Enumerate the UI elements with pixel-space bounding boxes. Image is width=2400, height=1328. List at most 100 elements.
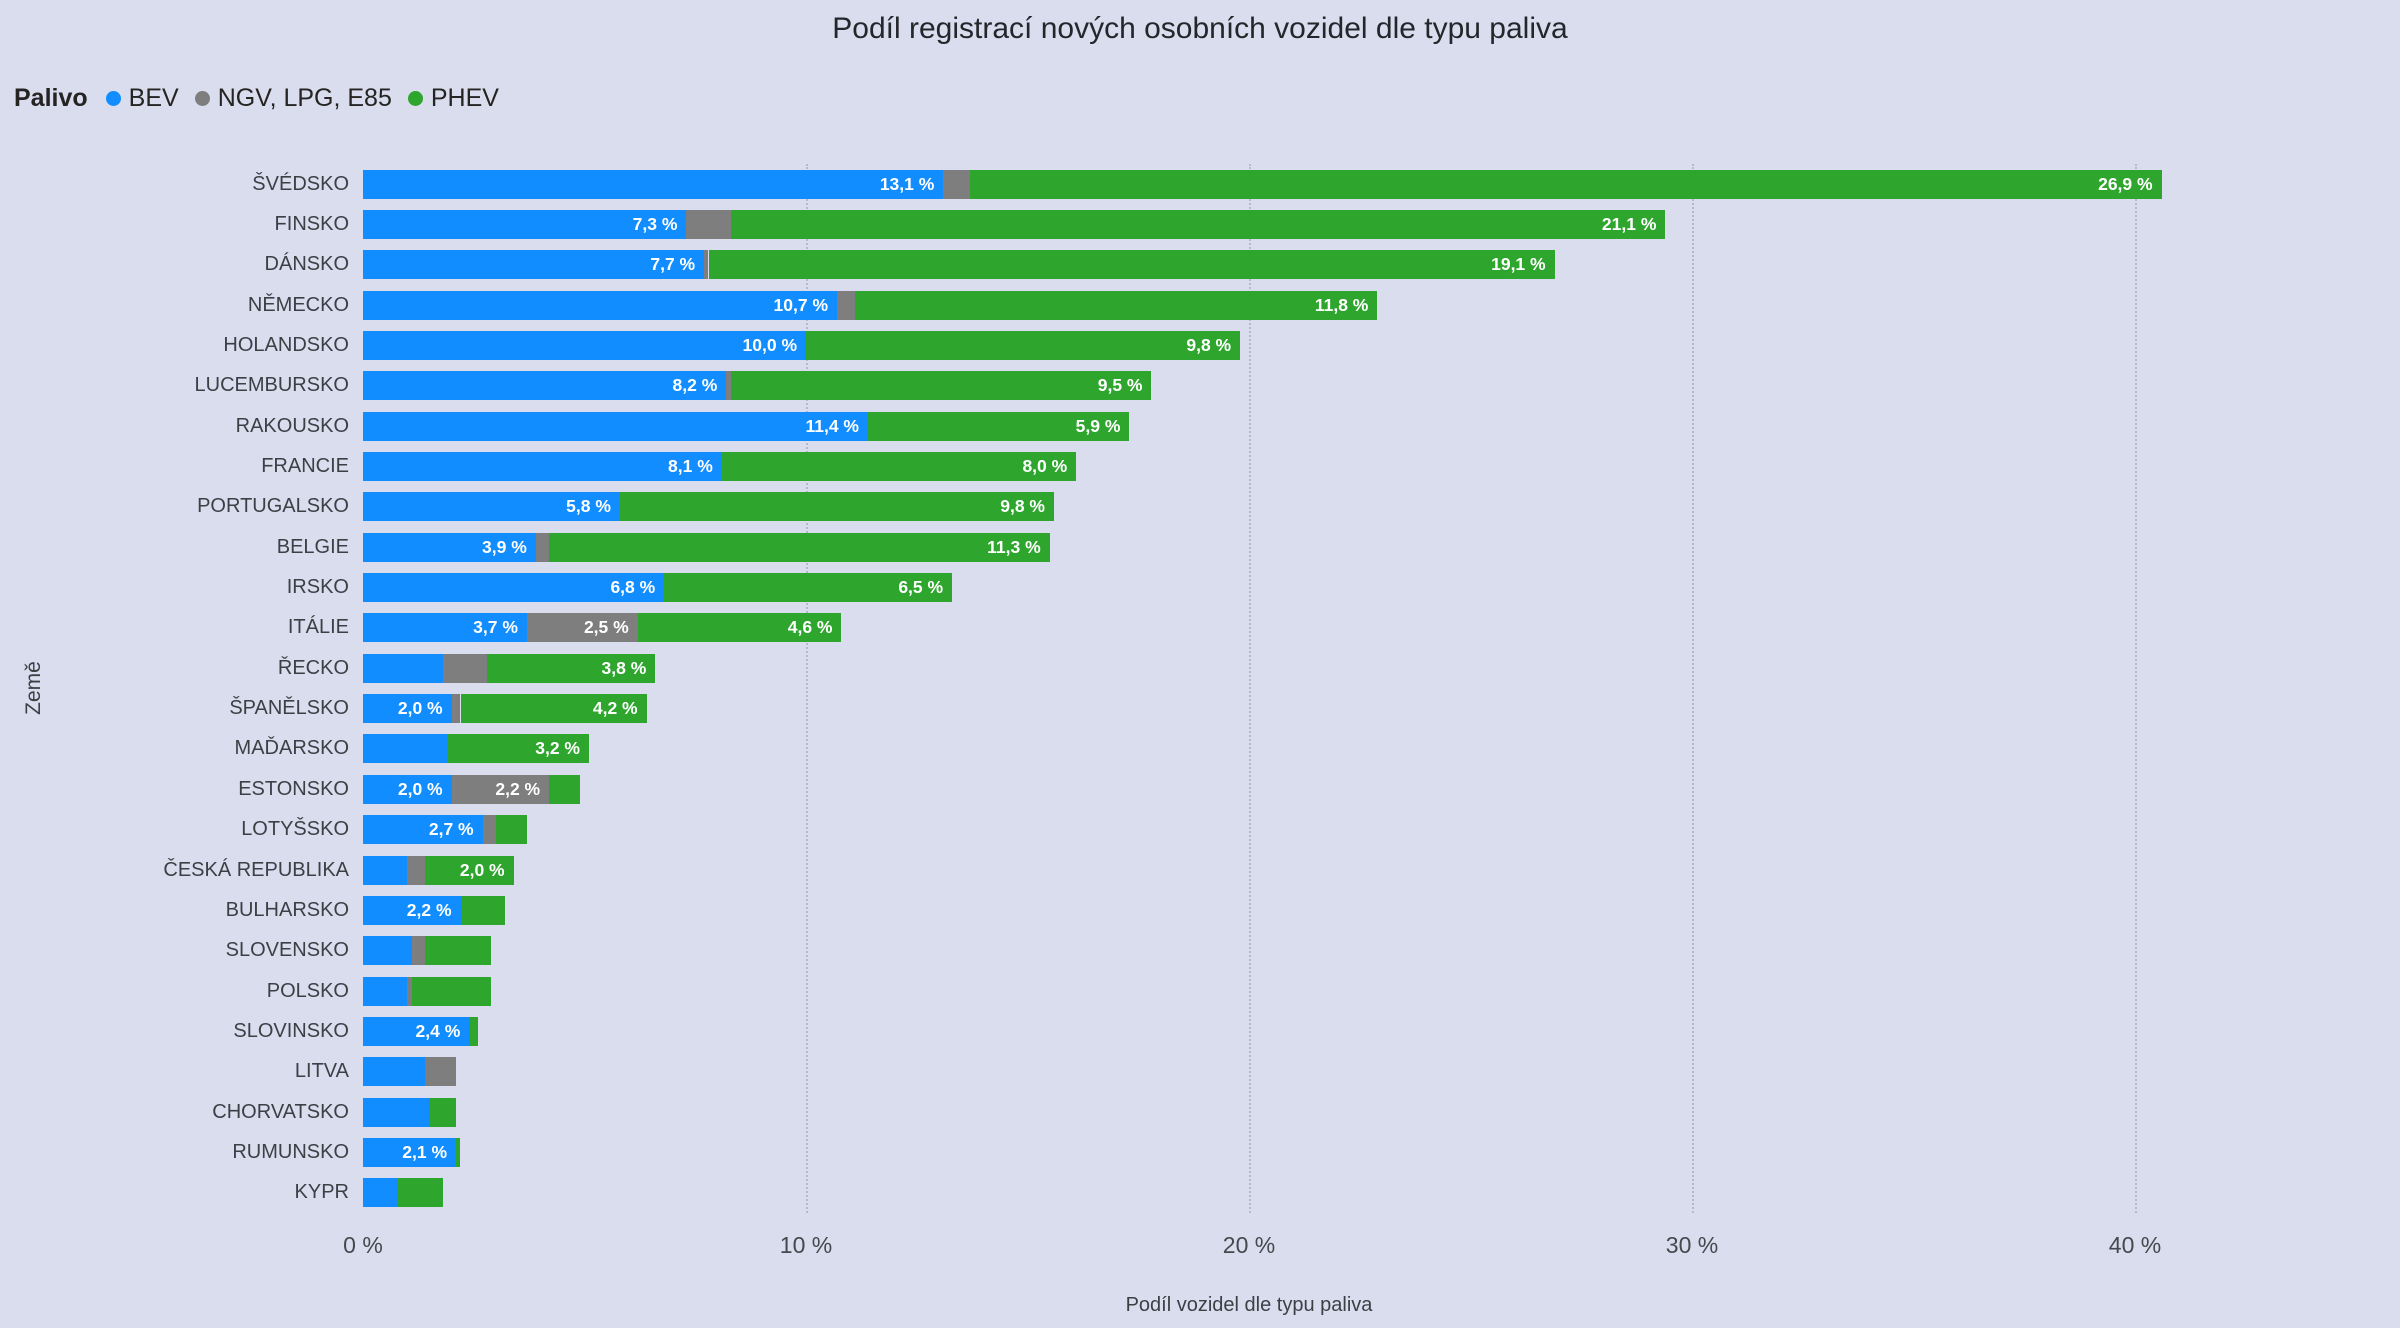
bar-row: FINSKO 7,3 % 21,1 %: [0, 204, 2400, 244]
bar-value-label: 3,8 %: [601, 657, 647, 678]
bar-segment-phev[interactable]: [425, 936, 492, 966]
bar-segment-phev[interactable]: 11,8 %: [854, 290, 1378, 320]
bar-segment-bev[interactable]: [363, 1097, 430, 1127]
bar-segment-phev[interactable]: 26,9 %: [969, 169, 2162, 199]
bar-value-label: 2,0 %: [397, 698, 443, 719]
bar-segment-bev[interactable]: 8,1 %: [363, 452, 722, 482]
bar-segment-phev[interactable]: 11,3 %: [549, 532, 1050, 562]
bar-segment-ngv-lpg-e85[interactable]: 2,5 %: [526, 613, 638, 643]
bar-segment-phev[interactable]: [469, 1016, 479, 1046]
bar-segment-bev[interactable]: [363, 855, 408, 885]
bar-segment-bev[interactable]: 8,2 %: [363, 371, 727, 401]
legend-item-bev[interactable]: BEV: [105, 84, 179, 113]
bar-track: [363, 1057, 2400, 1087]
bar-segment-phev[interactable]: 3,2 %: [447, 734, 589, 764]
bar-segment-bev[interactable]: 6,8 %: [363, 573, 665, 603]
legend-item-ngv-lpg-e85[interactable]: NGV, LPG, E85: [194, 84, 392, 113]
bar-segment-phev[interactable]: [495, 815, 527, 845]
bar-value-label: 3,9 %: [482, 536, 527, 557]
category-label: HOLANDSKO: [223, 334, 349, 357]
bar-track: 11,4 % 5,9 %: [363, 411, 2400, 441]
bar-segment-ngv-lpg-e85[interactable]: [407, 855, 425, 885]
category-label: BULHARSKO: [225, 898, 349, 921]
bar-segment-phev[interactable]: 3,8 %: [487, 653, 656, 683]
bar-segment-phev[interactable]: 19,1 %: [708, 250, 1555, 280]
bar-segment-phev[interactable]: [456, 1137, 461, 1167]
bar-segment-bev[interactable]: 13,1 %: [363, 169, 944, 199]
category-label: LOTYŠSKO: [241, 818, 349, 841]
bar-segment-phev[interactable]: [460, 895, 505, 925]
bar-segment-bev[interactable]: 5,8 %: [363, 492, 620, 522]
bar-segment-phev[interactable]: 5,9 %: [868, 411, 1130, 441]
bar-segment-ngv-lpg-e85[interactable]: [482, 815, 496, 845]
bar-segment-bev[interactable]: [363, 976, 408, 1006]
bar-track: [363, 936, 2400, 966]
chart-title: Podíl registrací nových osobních vozidel…: [832, 12, 1568, 45]
bar-segment-ngv-lpg-e85[interactable]: [411, 936, 425, 966]
bar-segment-ngv-lpg-e85[interactable]: [451, 694, 461, 724]
bar-segment-bev[interactable]: [363, 936, 412, 966]
bar-segment-bev[interactable]: 2,4 %: [363, 1016, 470, 1046]
bar-segment-bev[interactable]: [363, 1057, 425, 1087]
bar-value-label: 13,1 %: [879, 173, 935, 194]
bar-segment-bev[interactable]: 7,7 %: [363, 250, 705, 280]
bar-segment-phev[interactable]: 4,2 %: [460, 694, 647, 724]
category-label: FRANCIE: [261, 455, 349, 478]
bar-segment-bev[interactable]: [363, 734, 448, 764]
bar-segment-ngv-lpg-e85[interactable]: 2,2 %: [451, 774, 550, 804]
bar-segment-phev[interactable]: [398, 1178, 443, 1208]
bar-segment-ngv-lpg-e85[interactable]: [943, 169, 970, 199]
category-label: NĚMECKO: [247, 293, 349, 316]
bar-segment-bev[interactable]: [363, 653, 443, 683]
bar-segment-phev[interactable]: [549, 774, 581, 804]
bar-segment-bev[interactable]: 2,0 %: [363, 694, 452, 724]
bar-track: 7,7 % 19,1 %: [363, 250, 2400, 280]
bar-segment-bev[interactable]: 3,7 %: [363, 613, 527, 643]
bar-segment-bev[interactable]: 7,3 %: [363, 210, 687, 240]
bar-segment-phev[interactable]: 9,8 %: [806, 331, 1241, 361]
bar-segment-bev[interactable]: 2,7 %: [363, 815, 483, 845]
category-label: ŘECKO: [277, 656, 349, 679]
bar-track: 2,4 %: [363, 1016, 2400, 1046]
bar-track: 10,7 % 11,8 %: [363, 290, 2400, 320]
bar-value-label: 2,5 %: [583, 617, 629, 638]
bar-segment-phev[interactable]: 9,5 %: [730, 371, 1152, 401]
bar-segment-bev[interactable]: 10,7 %: [363, 290, 837, 320]
legend-item-phev[interactable]: PHEV: [407, 84, 499, 113]
bar-segment-bev[interactable]: [363, 1178, 399, 1208]
bar-segment-ngv-lpg-e85[interactable]: [704, 250, 709, 280]
bar-track: 2,0 %: [363, 855, 2400, 885]
bar-segment-ngv-lpg-e85[interactable]: [726, 371, 731, 401]
bar-segment-ngv-lpg-e85[interactable]: [535, 532, 550, 562]
bar-segment-phev[interactable]: 9,8 %: [619, 492, 1054, 522]
bar-segment-bev[interactable]: 2,1 %: [363, 1137, 456, 1167]
bar-segment-phev[interactable]: 4,6 %: [637, 613, 842, 643]
bar-segment-bev[interactable]: 2,2 %: [363, 895, 461, 925]
bar-segment-phev[interactable]: 8,0 %: [721, 452, 1077, 482]
bar-segment-ngv-lpg-e85[interactable]: [425, 1057, 456, 1087]
legend-swatch-ngv-lpg-e85: [194, 91, 210, 106]
bar-value-label: 7,7 %: [650, 254, 696, 275]
bar-track: 3,8 %: [363, 653, 2400, 683]
plot-area: ŠVÉDSKO 13,1 % 26,9 % FINSKO 7,3 % 21,1 % DÁNS…: [0, 164, 2400, 1213]
bar-segment-ngv-lpg-e85[interactable]: [407, 976, 412, 1006]
bar-segment-phev[interactable]: 21,1 %: [730, 210, 1666, 240]
bar-segment-phev[interactable]: [411, 976, 492, 1006]
bar-value-label: 3,2 %: [535, 738, 580, 759]
bar-value-label: 5,8 %: [566, 496, 611, 517]
bar-segment-ngv-lpg-e85[interactable]: [837, 290, 855, 320]
bar-segment-phev[interactable]: 2,0 %: [425, 855, 514, 885]
bar-segment-ngv-lpg-e85[interactable]: [442, 653, 487, 683]
bar-segment-bev[interactable]: 2,0 %: [363, 774, 452, 804]
bar-segment-bev[interactable]: 11,4 %: [363, 411, 868, 441]
bar-value-label: 2,2 %: [406, 899, 452, 920]
bar-segment-bev[interactable]: 3,9 %: [363, 532, 536, 562]
bar-segment-bev[interactable]: 10,0 %: [363, 331, 806, 361]
bar-segment-phev[interactable]: [429, 1097, 456, 1127]
bar-segment-phev[interactable]: 6,5 %: [664, 573, 953, 603]
bar-segment-ngv-lpg-e85[interactable]: [686, 210, 731, 240]
legend: Palivo BEV NGV, LPG, E85 PHEV: [14, 84, 499, 113]
legend-items: BEV NGV, LPG, E85 PHEV: [105, 84, 499, 113]
bar-value-label: 8,0 %: [1022, 456, 1068, 477]
